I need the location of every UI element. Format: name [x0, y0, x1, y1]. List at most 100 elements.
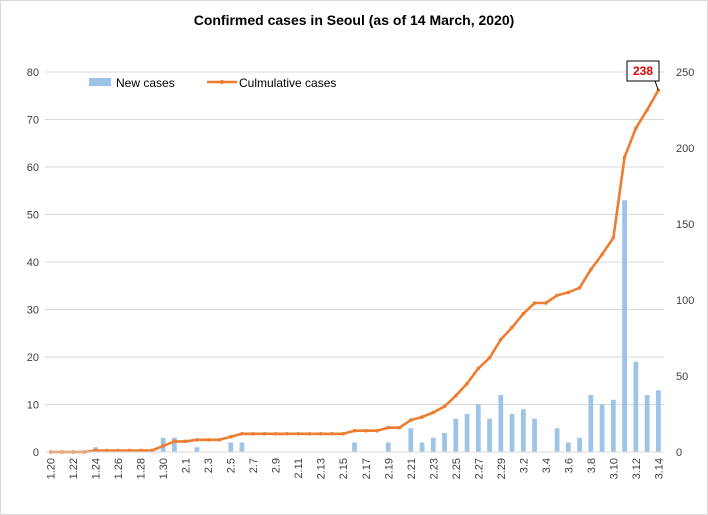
y-left-tick-label: 70	[27, 115, 39, 127]
bar-new-cases	[554, 428, 560, 452]
cumulative-line-series	[48, 88, 661, 454]
line-point-cumulative	[555, 293, 559, 298]
line-point-cumulative	[532, 301, 537, 305]
y-right-tick-label: 250	[676, 67, 694, 79]
x-tick-label: 2.5	[226, 458, 238, 473]
callout-leader-line	[654, 80, 659, 91]
y-right-tick-label: 200	[676, 143, 694, 155]
bar-new-cases	[509, 414, 515, 452]
y-left-tick-label: 80	[27, 67, 39, 79]
bar-new-cases	[622, 200, 627, 452]
bar-new-cases	[599, 404, 605, 452]
cumulative-line	[50, 89, 660, 454]
x-tick-label: 2.11	[293, 458, 305, 479]
line-point-cumulative	[228, 435, 233, 439]
line-point-cumulative	[217, 438, 222, 442]
x-tick-label: 3.8	[586, 458, 598, 473]
new-cases-bars	[93, 200, 661, 452]
line-point-cumulative	[577, 286, 582, 290]
line-point-cumulative	[150, 448, 154, 453]
line-point-cumulative	[341, 431, 346, 436]
x-tick-label: 2.27	[473, 458, 485, 479]
bar-new-cases	[633, 361, 639, 452]
bar-new-cases	[487, 418, 492, 452]
line-point-cumulative	[431, 410, 436, 415]
x-tick-label: 1.20	[46, 458, 58, 479]
line-point-cumulative	[499, 337, 503, 342]
bar-new-cases	[194, 447, 200, 452]
line-point-cumulative	[352, 428, 357, 433]
last-value-callout: 238	[626, 60, 660, 91]
line-point-cumulative	[465, 381, 469, 386]
x-tick-label: 2.29	[496, 458, 508, 479]
x-tick-label: 3.14	[653, 458, 665, 479]
bar-new-cases	[442, 433, 447, 452]
x-tick-label: 2.1	[181, 458, 193, 473]
bar-new-cases	[228, 442, 234, 452]
bar-new-cases	[520, 409, 526, 452]
line-point-cumulative	[600, 252, 604, 257]
line-point-cumulative	[240, 431, 244, 436]
x-tick-label: 2.25	[451, 458, 463, 479]
bar-new-cases	[408, 428, 414, 452]
left-axis: 0 10 20 30 40 50 60 70 80	[27, 67, 39, 459]
y-right-tick-label: 0	[676, 447, 682, 459]
line-point-cumulative	[487, 355, 492, 360]
y-left-tick-label: 30	[27, 305, 39, 317]
bar-new-cases	[464, 414, 470, 452]
y-left-tick-label: 60	[27, 162, 39, 174]
line-point-cumulative	[363, 428, 368, 433]
bar-new-cases	[610, 399, 616, 452]
x-tick-label: 2.9	[271, 458, 283, 473]
line-point-cumulative	[285, 431, 289, 436]
x-tick-label: 1.30	[158, 458, 170, 479]
bar-new-cases	[385, 442, 391, 452]
y-left-tick-label: 0	[33, 447, 39, 459]
bar-new-cases	[430, 437, 436, 452]
line-point-cumulative	[521, 311, 526, 316]
line-point-cumulative	[172, 439, 177, 444]
x-tick-label: 2.7	[248, 458, 260, 473]
line-point-cumulative	[645, 108, 649, 112]
line-point-cumulative	[330, 431, 334, 436]
y-left-tick-label: 50	[27, 210, 39, 222]
legend-swatch-cumulative-marker	[220, 80, 224, 84]
x-tick-label: 3.6	[563, 458, 575, 473]
bar-new-cases	[453, 418, 459, 452]
line-point-cumulative	[195, 438, 199, 442]
x-tick-label: 1.24	[91, 458, 103, 479]
line-point-cumulative	[262, 431, 267, 436]
x-axis: 1.20 1.22 1.24 1.26 1.28 1.30 2.1 2.3 2.5 2.7 2.9 2…	[45, 451, 665, 479]
line-point-cumulative	[611, 235, 616, 240]
legend-label-new-cases: New cases	[116, 76, 175, 90]
y-left-tick-label: 20	[27, 352, 39, 364]
y-right-tick-label: 100	[676, 295, 694, 307]
line-point-cumulative	[386, 425, 391, 430]
x-tick-label: 2.23	[428, 458, 440, 479]
line-point-cumulative	[251, 431, 256, 436]
x-tick-label: 3.12	[631, 458, 643, 479]
line-point-cumulative	[273, 431, 278, 436]
legend: New cases Culmulative cases	[89, 76, 336, 90]
line-point-cumulative	[442, 404, 447, 409]
line-point-cumulative	[408, 418, 413, 422]
line-point-cumulative	[183, 439, 188, 444]
y-left-tick-label: 10	[27, 400, 39, 412]
line-point-cumulative	[510, 325, 514, 330]
x-tick-label: 1.28	[136, 458, 148, 479]
bar-new-cases	[644, 395, 650, 452]
line-point-cumulative	[318, 431, 323, 436]
x-tick-label: 2.19	[383, 458, 395, 479]
line-point-cumulative	[93, 448, 98, 453]
line-point-cumulative	[296, 431, 301, 436]
line-point-cumulative	[161, 444, 165, 448]
bar-new-cases	[498, 395, 504, 452]
callout-value: 238	[633, 64, 653, 78]
line-point-cumulative	[589, 267, 593, 272]
line-point-cumulative	[127, 448, 132, 453]
line-point-cumulative	[453, 393, 458, 398]
line-point-cumulative	[544, 301, 548, 305]
right-axis: 0 50 100 150 200 250	[676, 67, 694, 459]
bar-new-cases	[239, 442, 245, 452]
